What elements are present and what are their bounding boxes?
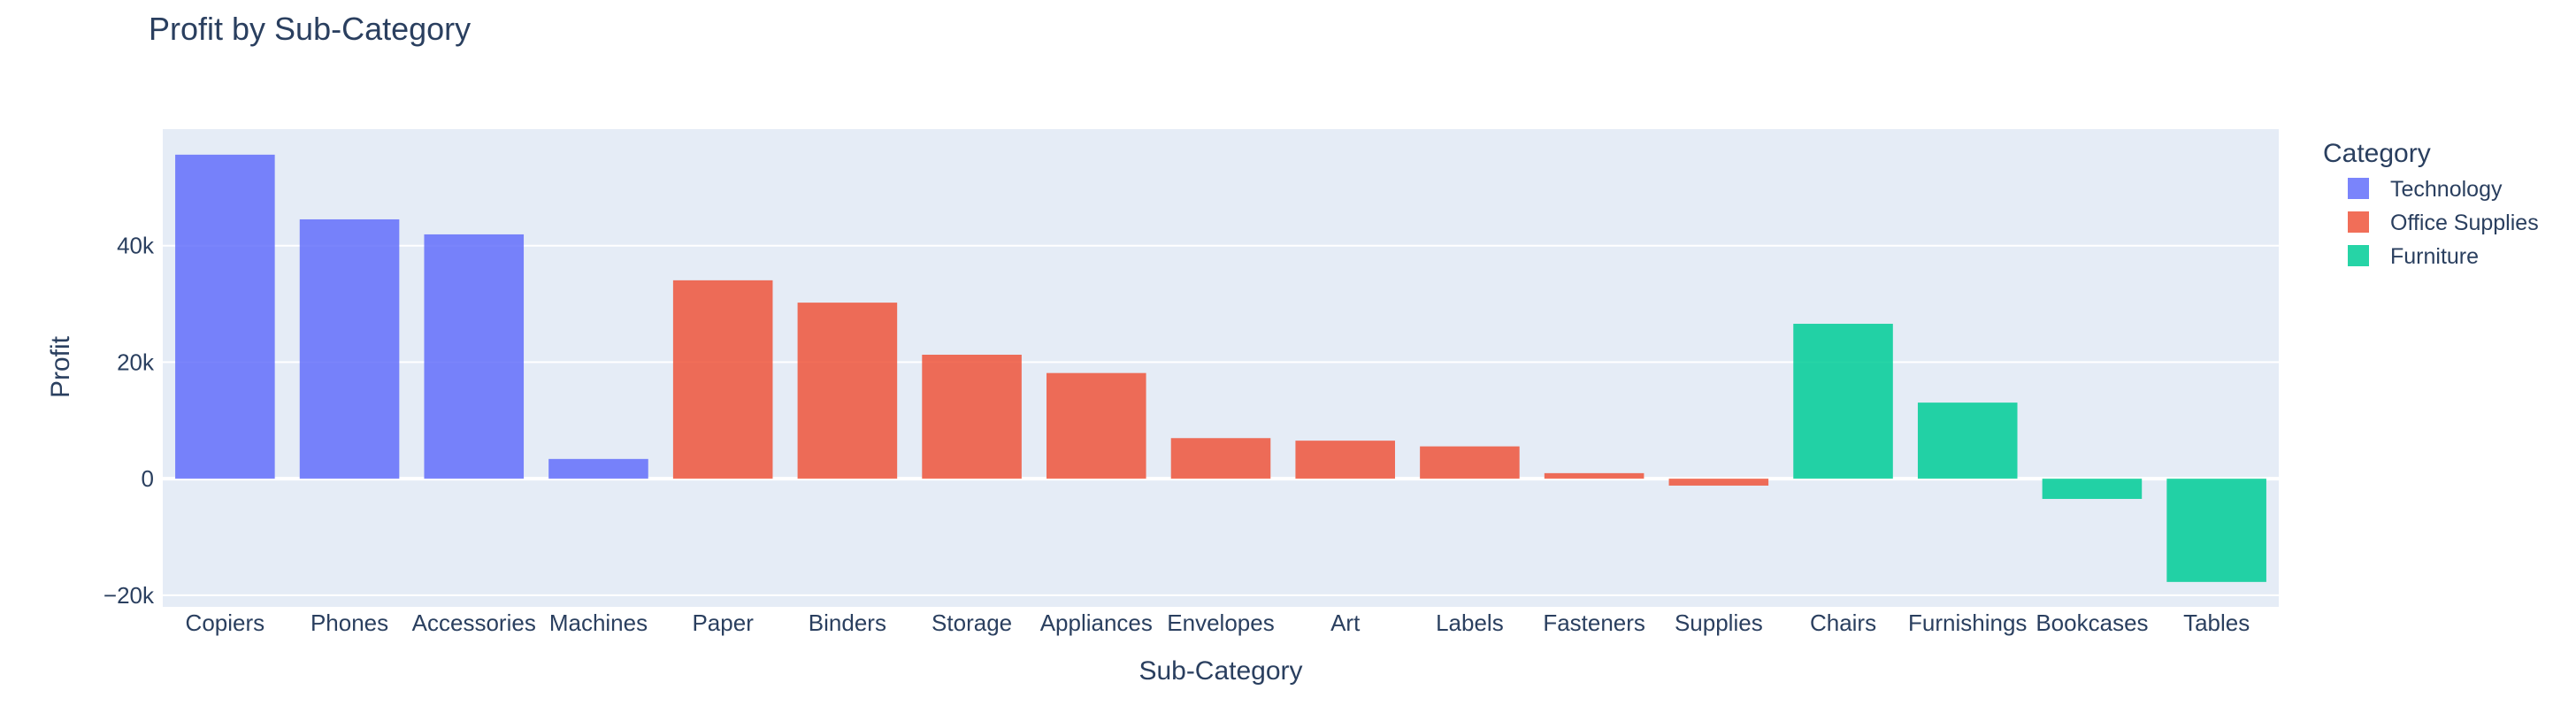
bar-bookcases[interactable] <box>2042 479 2143 499</box>
x-tick-label: Envelopes <box>1167 610 1274 636</box>
bar-accessories[interactable] <box>424 234 525 479</box>
x-tick-label: Labels <box>1436 610 1504 636</box>
bar-phones[interactable] <box>299 218 400 479</box>
x-tick-label: Tables <box>2183 610 2250 636</box>
x-axis-ticks: Copiers Phones Accessories Machines Paper Bin… <box>186 610 2250 636</box>
x-tick-label: Fasteners <box>1543 610 1645 636</box>
x-tick-label: Bookcases <box>2036 610 2148 636</box>
x-tick-label: Accessories <box>412 610 536 636</box>
bar-envelopes[interactable] <box>1170 438 1271 479</box>
y-axis-title: Profit <box>46 335 75 398</box>
x-tick-label: Chairs <box>1810 610 1876 636</box>
x-axis-title: Sub-Category <box>1138 656 1302 686</box>
legend-swatch[interactable] <box>2348 178 2369 199</box>
x-tick-label: Phones <box>310 610 388 636</box>
legend-swatch[interactable] <box>2348 245 2369 266</box>
bar-machines[interactable] <box>548 458 648 479</box>
chart-title: Profit by Sub-Category <box>149 11 471 47</box>
legend-label[interactable]: Office Supplies <box>2390 211 2539 235</box>
y-tick-label: −20k <box>104 582 155 609</box>
x-tick-label: Art <box>1330 610 1361 636</box>
x-tick-label: Paper <box>692 610 754 636</box>
legend-title: Category <box>2323 139 2431 168</box>
x-tick-label: Supplies <box>1675 610 1763 636</box>
x-tick-label: Copiers <box>186 610 265 636</box>
bar-fasteners[interactable] <box>1544 472 1644 479</box>
y-axis-ticks: −20k 0 20k 40k <box>104 233 155 609</box>
bar-furnishings[interactable] <box>1917 402 2018 479</box>
x-tick-label: Furnishings <box>1908 610 2027 636</box>
bar-binders[interactable] <box>797 303 898 479</box>
bar-supplies[interactable] <box>1668 479 1769 486</box>
bar-copiers[interactable] <box>175 154 275 479</box>
legend: Category Technology Office Supplies Furnit… <box>2323 139 2539 269</box>
bar-paper[interactable] <box>672 280 773 479</box>
y-tick-label: 40k <box>117 233 155 259</box>
legend-label[interactable]: Furniture <box>2390 244 2479 269</box>
legend-items: Technology Office Supplies Furniture <box>2348 177 2539 269</box>
legend-label[interactable]: Technology <box>2390 177 2503 202</box>
y-tick-label: 0 <box>142 465 154 492</box>
y-tick-label: 20k <box>117 349 155 375</box>
bar-art[interactable] <box>1295 441 1395 479</box>
bar-storage[interactable] <box>922 354 1022 479</box>
bars <box>175 154 2266 582</box>
bar-chairs[interactable] <box>1793 324 1893 479</box>
legend-swatch[interactable] <box>2348 211 2369 233</box>
x-tick-label: Storage <box>932 610 1012 636</box>
x-tick-label: Binders <box>809 610 886 636</box>
x-tick-label: Machines <box>549 610 648 636</box>
bar-tables[interactable] <box>2166 479 2266 582</box>
x-tick-label: Appliances <box>1040 610 1153 636</box>
bar-appliances[interactable] <box>1046 372 1146 479</box>
bar-labels[interactable] <box>1420 446 1520 479</box>
